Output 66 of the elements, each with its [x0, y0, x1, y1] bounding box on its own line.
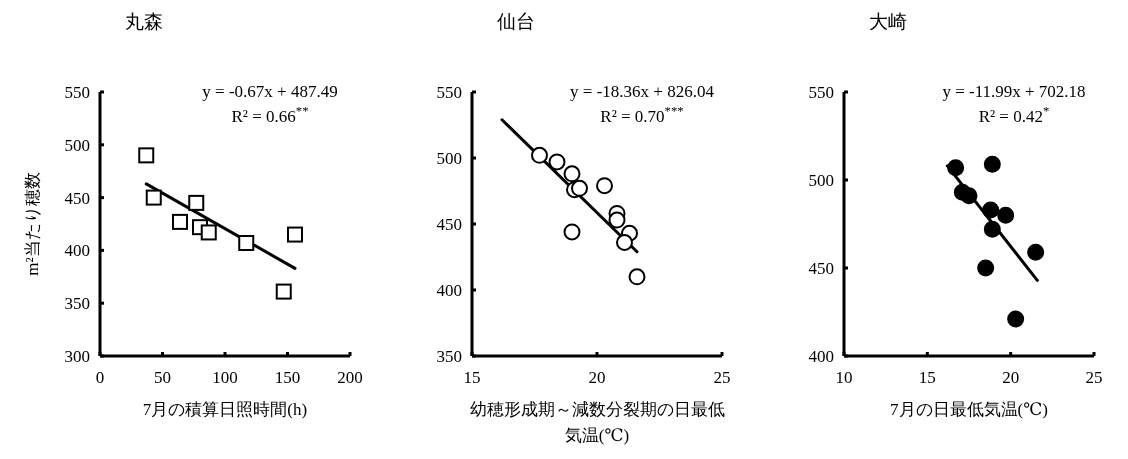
annotation: R² = 0.70$^{***}$: [600, 104, 684, 126]
y-axis-title: m²当たり穂数: [23, 172, 42, 276]
chart-title: 大崎: [869, 11, 907, 32]
point: [977, 259, 995, 277]
point: [982, 201, 1000, 219]
point: [983, 155, 1001, 173]
point: [563, 165, 581, 183]
y-tick-label: 500: [808, 171, 834, 190]
x-tick-label: 0: [95, 368, 105, 387]
y-tick-label: 500: [64, 135, 90, 155]
point: [983, 220, 1001, 238]
point: [997, 206, 1015, 224]
point: [1027, 243, 1045, 261]
y-tick-label: 300: [64, 347, 90, 366]
y-tick-label: 550: [64, 83, 90, 102]
x-tick-label: 25: [1085, 368, 1103, 387]
y-tick-label: 550: [808, 83, 834, 102]
point: [138, 147, 155, 164]
point: [287, 226, 303, 243]
point: [960, 187, 978, 205]
point: [571, 179, 588, 197]
x-tick-label: 20: [1002, 368, 1020, 387]
x-axis-title: 7月の積算日照時間(h): [142, 400, 308, 419]
y-tick-label: 400: [436, 281, 462, 300]
chart-title: 仙台: [497, 11, 535, 32]
point: [200, 224, 217, 241]
annotation: R² = 0.66$^{**}$: [231, 104, 309, 126]
y-tick-label: 450: [64, 188, 90, 208]
annotation: y = -11.99x + 702.18: [942, 82, 1086, 101]
y-tick-label: 400: [64, 241, 90, 261]
point: [628, 268, 646, 286]
annotation: y = -18.36x + 826.04: [570, 82, 715, 101]
y-tick-label: 500: [436, 149, 462, 168]
y-tick-label: 450: [808, 259, 834, 278]
annotation: R² = 0.42$^{*}$: [978, 104, 1050, 126]
point: [548, 153, 566, 171]
y-tick-label: 450: [436, 215, 462, 234]
point: [275, 283, 292, 300]
chart-title: 丸森: [125, 11, 163, 32]
annotation: y = -0.67x + 487.49: [202, 82, 338, 101]
point: [145, 189, 162, 206]
point: [238, 235, 255, 252]
point: [188, 194, 205, 211]
x-tick-label: 50: [154, 368, 171, 387]
y-tick-label: 400: [808, 347, 834, 366]
y-tick-label: 550: [436, 83, 462, 102]
point: [531, 146, 548, 164]
point: [608, 211, 626, 229]
x-tick-label: 15: [463, 368, 481, 387]
x-tick-label: 150: [274, 368, 301, 387]
point: [616, 233, 633, 251]
x-tick-label: 15: [918, 368, 936, 387]
x-tick-label: 100: [212, 368, 238, 387]
x-axis-title: 7月の日最低気温(℃): [890, 400, 1048, 419]
x-tick-label: 10: [835, 368, 853, 387]
point: [1007, 310, 1025, 328]
y-tick-label: 350: [64, 294, 90, 314]
point: [947, 159, 965, 177]
point: [563, 223, 581, 241]
y-tick-label: 350: [436, 347, 462, 366]
x-tick-label: 25: [713, 368, 731, 387]
point: [596, 177, 613, 195]
x-axis-title: 幼穂形成期～減数分裂期の日最低気温(℃): [469, 400, 725, 445]
x-tick-label: 200: [337, 368, 363, 387]
x-tick-label: 20: [588, 368, 606, 387]
point: [172, 213, 188, 230]
